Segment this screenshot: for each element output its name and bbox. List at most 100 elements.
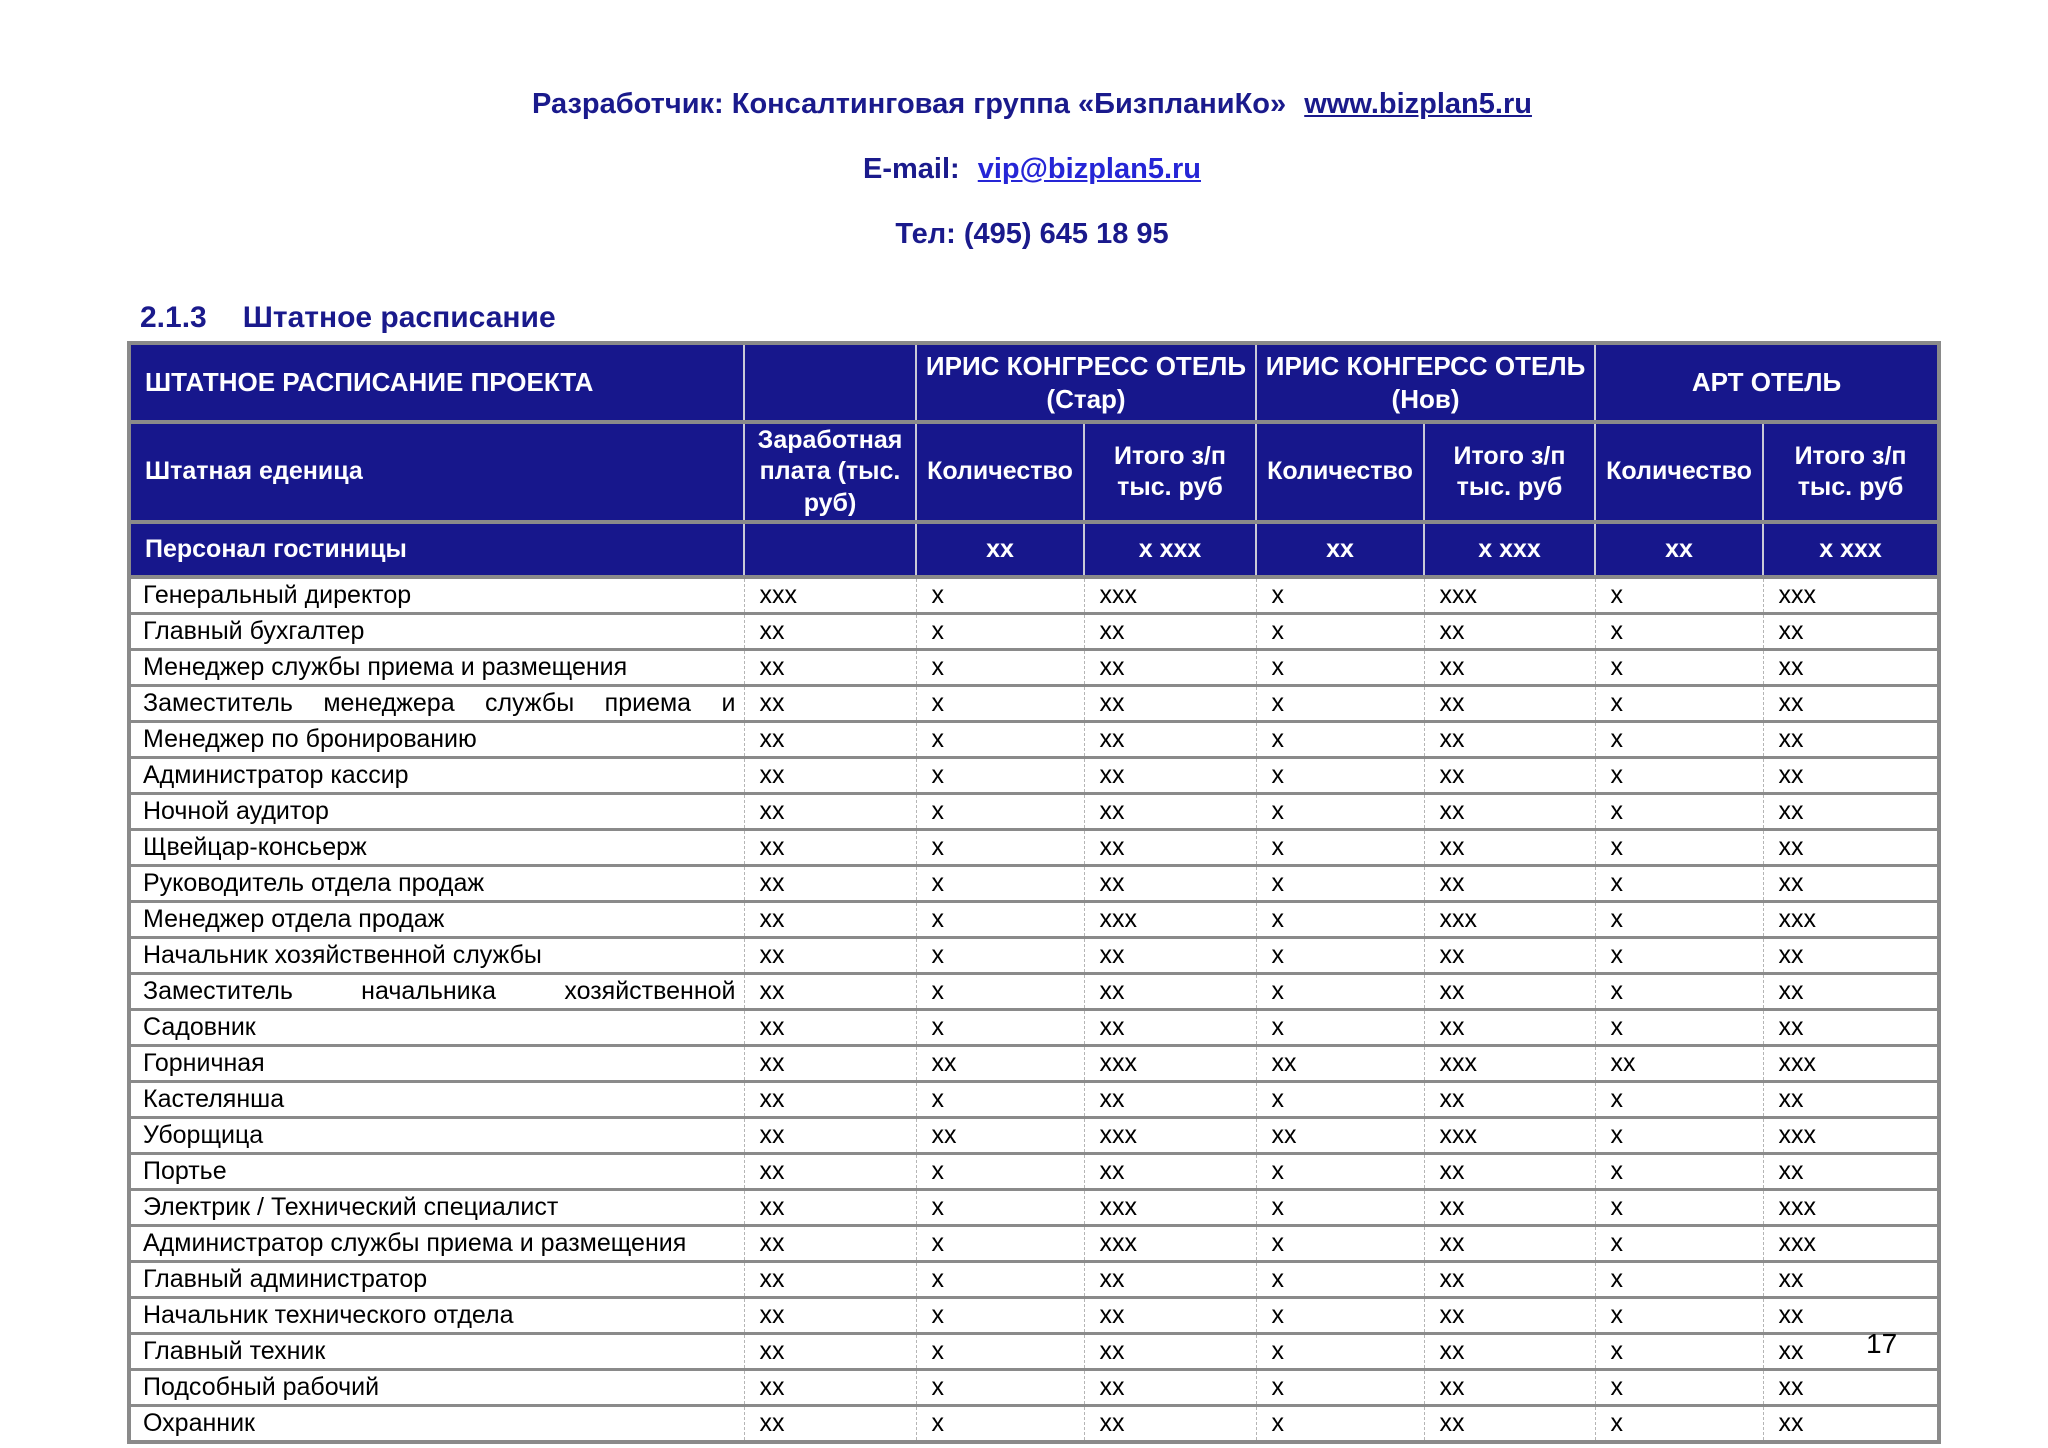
section-header-row: Персонал гостиницы хх х ххх хх х ххх хх …: [128, 519, 1941, 578]
value-cell: х: [1255, 1223, 1425, 1262]
value-cell: хх: [1083, 647, 1257, 686]
value-cell: хх: [1423, 1223, 1596, 1262]
value-cell: хх: [1762, 863, 1940, 902]
value-cell: х: [1594, 863, 1764, 902]
column-header-total: Итого з/п тыс. руб: [1762, 420, 1941, 523]
value-cell: х: [915, 755, 1084, 794]
table-row: Уборщица хх хх ххх хх ххх х ххх: [129, 1115, 1940, 1154]
value-cell: ххх: [1083, 1043, 1257, 1082]
value-cell: х: [1594, 1403, 1764, 1442]
value-cell: х: [1594, 827, 1764, 866]
value-cell: хх: [743, 1151, 916, 1190]
value-cell: х: [915, 827, 1084, 866]
table-row: Менеджер отдела продаж хх х ххх х ххх х ххх: [129, 899, 1940, 938]
value-cell: х: [1594, 574, 1764, 614]
staff-unit-cell: Администратор службы приема и размещения: [129, 1223, 744, 1262]
value-cell: ххх: [1083, 574, 1257, 614]
table-row: Администратор службы приема и размещения…: [129, 1223, 1940, 1262]
value-cell: хх: [743, 683, 916, 722]
value-cell: хх: [1423, 1331, 1596, 1370]
value-cell: хх: [1083, 1007, 1257, 1046]
value-cell: хх: [1083, 611, 1257, 650]
value-cell: х: [915, 791, 1084, 830]
value-cell: хх: [1423, 683, 1596, 722]
value-cell: х: [1255, 755, 1425, 794]
value-cell: хх: [1762, 971, 1940, 1010]
value-cell: хх: [1762, 1295, 1940, 1334]
value-cell: хх: [1083, 1331, 1257, 1370]
value-cell: хх: [1255, 1043, 1425, 1082]
value-cell: х: [1594, 1187, 1764, 1226]
value-cell: ххх: [1762, 574, 1940, 614]
staff-unit-cell: Генеральный директор: [129, 574, 744, 614]
section-heading: 2.1.3 Штатное расписание: [140, 301, 556, 335]
hotel-group-iris-nov: ИРИС КОНГЕРСС ОТЕЛЬ (Нов): [1255, 342, 1597, 423]
value-cell: х: [1255, 1367, 1425, 1406]
value-cell: хх: [1762, 935, 1940, 974]
value-cell: х: [1255, 1403, 1425, 1442]
value-cell: х: [1594, 899, 1764, 938]
value-cell: хх: [743, 935, 916, 974]
value-cell: ххх: [1083, 1223, 1257, 1262]
value-cell: х: [1594, 1331, 1764, 1370]
value-cell: хх: [1423, 611, 1596, 650]
value-cell: х: [915, 1295, 1084, 1334]
developer-site-link[interactable]: www.bizplan5.ru: [1304, 88, 1532, 120]
value-cell: хх: [743, 1403, 916, 1442]
table-row: Заместитель менеджера службы приема и хх х…: [129, 683, 1940, 722]
value-cell: х: [915, 1331, 1084, 1370]
value-cell: х: [1255, 863, 1425, 902]
value-cell: хх: [1083, 935, 1257, 974]
value-cell: х: [915, 683, 1084, 722]
value-cell: х: [915, 863, 1084, 902]
staff-unit-cell: Садовник: [129, 1007, 744, 1046]
value-cell: х: [1594, 1007, 1764, 1046]
section-row-value: хх: [915, 519, 1085, 578]
hotel-group-variant: (Стар): [1046, 383, 1126, 414]
table-row: Портье хх х хх х хх х хх: [129, 1151, 1940, 1190]
value-cell: хх: [1423, 1295, 1596, 1334]
value-cell: х: [1594, 935, 1764, 974]
value-cell: ххх: [1762, 1223, 1940, 1262]
value-cell: хх: [915, 1115, 1084, 1154]
value-cell: хх: [743, 1331, 916, 1370]
table-title: ШТАТНОЕ РАСПИСАНИЕ ПРОЕКТА: [128, 342, 745, 423]
value-cell: хх: [1083, 1295, 1257, 1334]
staff-unit-cell: Заместитель менеджера службы приема и: [129, 683, 744, 722]
value-cell: хх: [743, 611, 916, 650]
page-number: 17: [1866, 1328, 1898, 1359]
value-cell: х: [1594, 1295, 1764, 1334]
staff-unit-cell: Горничная: [129, 1043, 744, 1082]
value-cell: х: [1594, 1367, 1764, 1406]
value-cell: х: [915, 1151, 1084, 1190]
table-title-row: ШТАТНОЕ РАСПИСАНИЕ ПРОЕКТА ИРИС КОНГРЕСС…: [128, 342, 1941, 423]
staff-unit-cell: Щвейцар-консьерж: [129, 827, 744, 866]
value-cell: х: [915, 574, 1084, 614]
value-cell: хх: [1083, 719, 1257, 758]
value-cell: хх: [743, 1079, 916, 1118]
staff-unit-cell: Заместитель начальника хозяйственной: [129, 971, 744, 1010]
table-row: Менеджер службы приема и размещения хх х хх…: [129, 647, 1940, 686]
staffing-table: ШТАТНОЕ РАСПИСАНИЕ ПРОЕКТА ИРИС КОНГРЕСС…: [127, 341, 1942, 1444]
email-line: E-mail: vip@bizplan5.ru: [127, 153, 1937, 186]
value-cell: х: [1255, 935, 1425, 974]
phone-line: Тел: (495) 645 18 95: [895, 218, 1169, 250]
value-cell: хх: [1083, 1079, 1257, 1118]
value-cell: хх: [743, 791, 916, 830]
value-cell: ххх: [743, 574, 916, 614]
value-cell: хх: [1762, 1331, 1940, 1370]
staff-unit-cell: Начальник хозяйственной службы: [129, 935, 744, 974]
value-cell: хх: [1423, 755, 1596, 794]
value-cell: х: [1255, 827, 1425, 866]
value-cell: хх: [1423, 935, 1596, 974]
value-cell: ххх: [1083, 1115, 1257, 1154]
table-row: Ночной аудитор хх х хх х хх х хх: [129, 791, 1940, 830]
value-cell: х: [915, 719, 1084, 758]
value-cell: х: [915, 1403, 1084, 1442]
value-cell: хх: [1255, 1115, 1425, 1154]
value-cell: хх: [1423, 827, 1596, 866]
value-cell: хх: [1762, 755, 1940, 794]
value-cell: х: [915, 1367, 1084, 1406]
email-link[interactable]: vip@bizplan5.ru: [977, 153, 1201, 185]
column-header-unit: Штатная еденица: [128, 420, 745, 523]
